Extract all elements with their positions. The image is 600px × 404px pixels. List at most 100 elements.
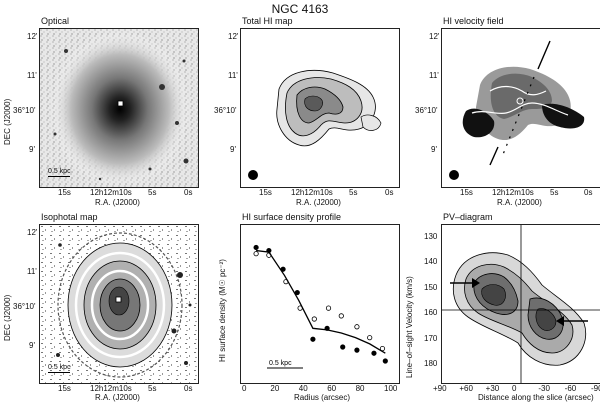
ytick-velocity-1: 11' (429, 71, 439, 80)
xtick-isophotal-3: 0s (184, 384, 193, 393)
surface-density-plot: 0.5 kpc (240, 224, 400, 384)
xtick-pv-4: -30 (538, 384, 550, 393)
ytick-totalhi-0: 12' (228, 32, 239, 41)
isophotal-map: 0.5 kpc (39, 224, 199, 384)
filled-point-8 (371, 350, 377, 356)
xtick-optical-1: 12h12m10s (90, 188, 132, 197)
ylabel-surface-density: HI surface density (M☉ pc⁻²) (218, 259, 227, 362)
ytick-velocity-0: 12' (429, 32, 440, 41)
ylabel-isophotal: DEC (J2000) (3, 294, 12, 341)
xtick-surface-density-1: 20 (270, 384, 280, 393)
xtick-totalhi-3: 0s (385, 188, 394, 197)
filled-point-6 (340, 344, 346, 350)
xtick-velocity-3: 0s (584, 188, 593, 197)
xlabel-velocity: R.A. (J2000) (497, 198, 542, 207)
ytick-isophotal-2: 36°10' (13, 302, 36, 311)
panel-title-optical: Optical (41, 16, 70, 26)
ytick-pv-1: 140 (424, 257, 438, 267)
surface-density-svg: 0.5 kpc (253, 244, 388, 369)
velocity-field-map (441, 28, 600, 188)
velocity-field-render (449, 40, 585, 180)
xtick-surface-density-5: 100 (384, 384, 398, 393)
pv-diagram (441, 224, 600, 384)
xtick-pv-5: -60 (564, 384, 577, 393)
ytick-totalhi-1: 11' (228, 71, 238, 80)
filled-point-4 (310, 336, 316, 342)
open-point-7 (354, 324, 360, 330)
xlabel-totalhi: R.A. (J2000) (296, 198, 341, 207)
pv-contours (442, 225, 600, 383)
ytick-pv-2: 150 (424, 282, 438, 292)
xtick-totalhi-1: 12h12m10s (291, 188, 333, 197)
ytick-pv-5: 180 (424, 359, 438, 369)
xtick-pv-1: +60 (459, 384, 473, 393)
xtick-pv-2: +30 (485, 384, 500, 393)
panel-title-velocity: HI velocity field (443, 16, 504, 26)
ytick-velocity-2: 36°10' (415, 106, 438, 115)
open-point-9 (379, 345, 386, 352)
open-point-6 (338, 313, 344, 319)
ytick-totalhi-3: 9' (230, 145, 236, 154)
xtick-optical-0: 15s (58, 188, 71, 197)
scalebar-isophotal (48, 372, 70, 373)
ytick-pv-0: 130 (424, 231, 438, 241)
open-point-4 (311, 316, 317, 322)
xlabel-isophotal: R.A. (J2000) (95, 393, 140, 402)
optical-galaxy-render (40, 29, 198, 187)
xtick-pv-3: 0 (512, 384, 517, 393)
xtick-optical-2: 5s (148, 188, 157, 197)
optical-image: 0.5 kpc (39, 28, 199, 188)
panel-title-pv: PV–diagram (443, 212, 493, 222)
xtick-velocity-2: 5s (550, 188, 559, 197)
panel-title-total-hi: Total HI map (242, 16, 293, 26)
total-hi-map (240, 28, 400, 188)
xtick-totalhi-2: 5s (349, 188, 358, 197)
open-point-0 (253, 251, 259, 257)
xtick-surface-density-3: 60 (327, 384, 337, 393)
xtick-pv-0: +90 (433, 384, 447, 393)
ytick-pv-3: 160 (424, 308, 438, 318)
total-hi-contours (248, 70, 382, 180)
panel-title-isophotal: Isophotal map (41, 212, 98, 222)
isophotal-contours (40, 225, 198, 383)
open-point-5 (325, 305, 332, 311)
xtick-isophotal-1: 12h12m10s (90, 384, 132, 393)
xlabel-surface-density: Radius (arcsec) (294, 393, 351, 402)
xtick-velocity-0: 15s (460, 188, 473, 197)
xtick-totalhi-0: 15s (259, 188, 272, 197)
scalebar-label-surface-density: 0.5 kpc (269, 360, 292, 367)
xtick-surface-density-4: 80 (355, 384, 365, 393)
ytick-totalhi-2: 36°10' (214, 106, 237, 115)
ylabel-optical: DEC (J2000) (3, 98, 12, 145)
ytick-isophotal-0: 12' (27, 228, 38, 237)
ytick-isophotal-3: 9' (29, 341, 35, 350)
scalebar-label-optical: 0.5 kpc (48, 168, 71, 175)
xtick-pv-6: -90 (591, 384, 600, 393)
panel-title-surface-density: HI surface density profile (242, 212, 342, 222)
filled-point-3 (294, 289, 300, 296)
xtick-optical-3: 0s (184, 188, 193, 197)
xtick-surface-density-0: 0 (242, 384, 247, 393)
profile-fit-line (256, 249, 386, 354)
ytick-pv-4: 170 (424, 333, 438, 343)
filled-point-9 (382, 358, 388, 364)
ylabel-pv: Line–of–sight Velocity (km/s) (405, 276, 414, 378)
ytick-optical-1: 11' (27, 71, 37, 80)
xtick-isophotal-2: 5s (148, 384, 157, 393)
ytick-velocity-3: 9' (431, 145, 437, 154)
ytick-optical-3: 9' (29, 145, 35, 154)
xtick-surface-density-2: 40 (298, 384, 308, 393)
scalebar-optical (48, 176, 70, 177)
open-point-8 (367, 335, 373, 341)
filled-point-0 (253, 244, 259, 251)
xlabel-pv: Distance along the slice (arcsec) (478, 393, 594, 402)
filled-point-7 (354, 347, 360, 353)
ytick-isophotal-1: 11' (27, 267, 37, 276)
xtick-isophotal-0: 15s (58, 384, 71, 393)
xtick-velocity-1: 12h12m10s (492, 188, 534, 197)
ytick-optical-0: 12' (27, 32, 38, 41)
figure-title: NGC 4163 (271, 2, 329, 16)
scalebar-label-isophotal: 0.5 kpc (48, 364, 71, 371)
xlabel-optical: R.A. (J2000) (95, 198, 140, 207)
ytick-optical-2: 36°10' (13, 106, 36, 115)
